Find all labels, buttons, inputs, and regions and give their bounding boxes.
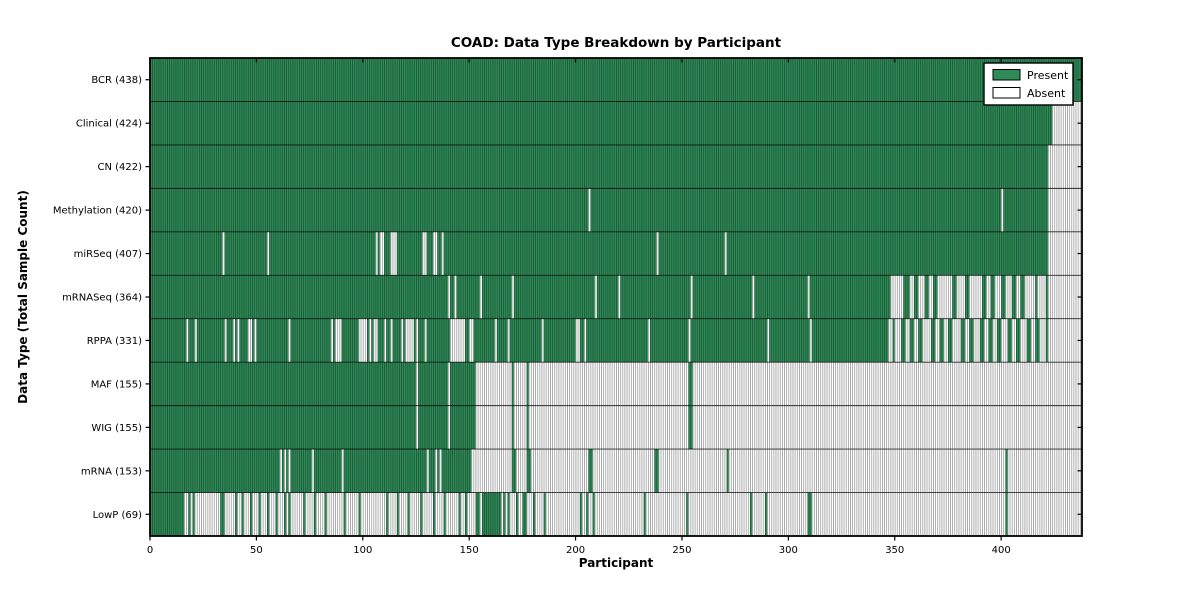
x-tick-label: 200	[566, 545, 585, 556]
x-tick-label: 150	[460, 545, 479, 556]
x-axis-label: Participant	[579, 556, 654, 570]
legend: Present Absent	[983, 62, 1074, 106]
y-tick-label: Clinical (424)	[76, 119, 142, 130]
legend-swatch-present-icon	[992, 69, 1021, 81]
axes: 0 50 100 150 200 250 300 350 400 BCR (438) Clinica…	[53, 57, 1083, 556]
x-tick-label: 250	[672, 545, 691, 556]
x-tick-label: 0	[147, 545, 153, 556]
y-tick-label: RPPA (331)	[87, 336, 142, 347]
x-tick-label: 400	[992, 545, 1011, 556]
plot-area	[150, 58, 1082, 536]
x-tick-label: 350	[885, 545, 904, 556]
y-tick-label: BCR (438)	[91, 75, 142, 86]
y-tick-label: MAF (155)	[91, 379, 142, 390]
x-tick-label: 300	[779, 545, 798, 556]
x-tick-label: 50	[250, 545, 263, 556]
y-tick-label: mRNASeq (364)	[62, 293, 142, 304]
bar-edge-overlay	[150, 58, 1082, 536]
y-tick-label: WIG (155)	[91, 423, 142, 434]
legend-label-present: Present	[1027, 69, 1069, 82]
y-tick-label: miRSeq (407)	[74, 249, 142, 260]
legend-swatch-absent-icon	[992, 87, 1021, 99]
x-tick-label: 100	[353, 545, 372, 556]
y-tick-label: CN (422)	[97, 162, 142, 173]
y-tick-label: mRNA (153)	[81, 466, 142, 477]
y-tick-label: Methylation (420)	[53, 206, 142, 217]
y-tick-label: LowP (69)	[93, 510, 143, 521]
chart-title: COAD: Data Type Breakdown by Participant	[451, 35, 782, 51]
y-axis-label: Data Type (Total Sample Count)	[16, 190, 30, 404]
legend-label-absent: Absent	[1027, 87, 1066, 100]
